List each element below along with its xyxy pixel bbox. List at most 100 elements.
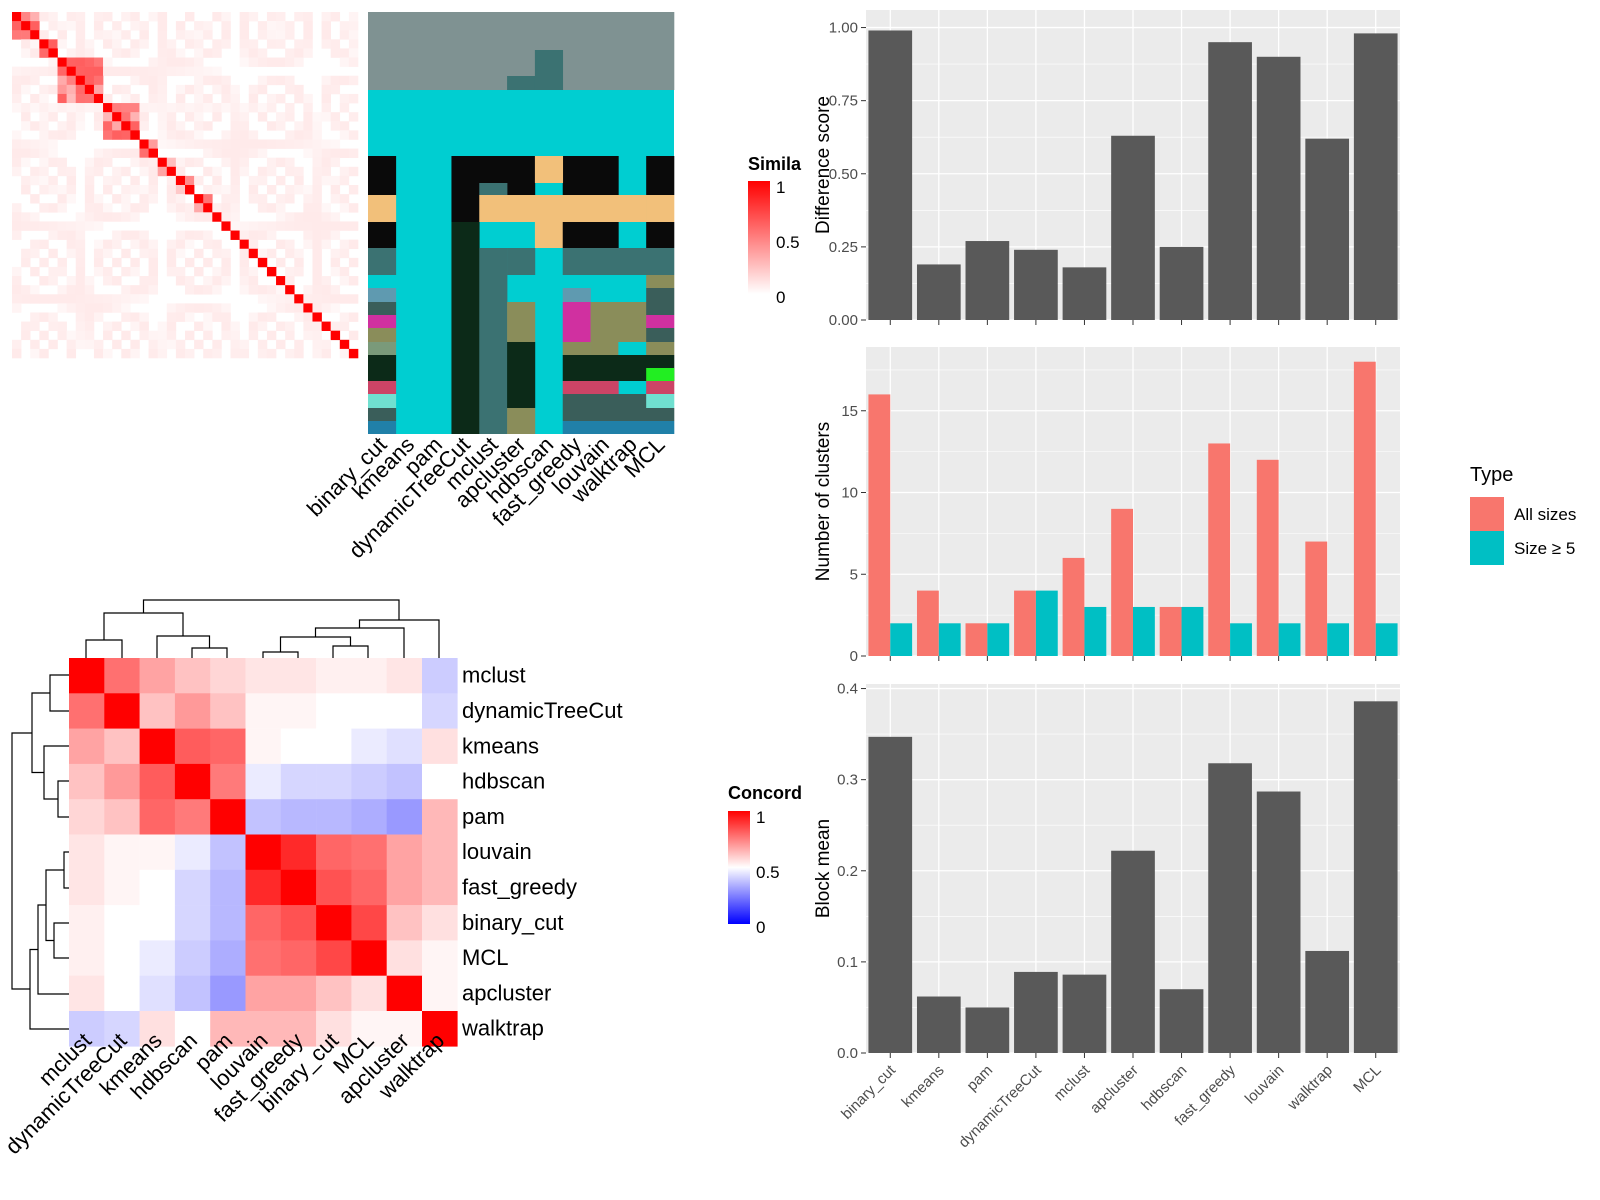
similarity-cell xyxy=(57,21,67,31)
bar-binary_cut xyxy=(868,30,913,320)
similarity-cell xyxy=(294,139,304,149)
concordance-cell xyxy=(210,658,246,694)
y-tick-label: 5 xyxy=(850,566,858,583)
similarity-cell xyxy=(321,203,331,213)
similarity-cell xyxy=(48,57,58,67)
concordance-cell xyxy=(139,799,176,835)
similarity-cell xyxy=(194,303,204,313)
concordance-cell xyxy=(174,728,211,765)
similarity-cell xyxy=(93,312,104,322)
similarity-cell xyxy=(48,103,58,113)
similarity-cell xyxy=(194,21,204,31)
similarity-cell xyxy=(212,285,222,295)
assignment-cell xyxy=(646,315,675,328)
concordance-cell xyxy=(245,1011,282,1047)
bar-hdbscan xyxy=(1159,989,1204,1053)
bar-louvain xyxy=(1256,791,1301,1053)
similarity-cell xyxy=(185,312,195,322)
similarity-cell xyxy=(303,294,313,304)
similarity-cell xyxy=(130,175,140,186)
similarity-cell xyxy=(157,57,168,67)
concordance-cell xyxy=(422,693,458,729)
similarity-cell xyxy=(103,66,113,77)
similarity-cell xyxy=(103,276,113,286)
similarity-cell xyxy=(294,266,304,277)
similarity-cell xyxy=(12,303,22,313)
similarity-cell xyxy=(166,48,177,58)
similarity-cell xyxy=(212,103,222,113)
similarity-cell xyxy=(194,266,204,277)
dendrogram-branch xyxy=(279,636,352,652)
similarity-cell xyxy=(121,112,131,122)
bar-dynamicTreeCut-all-sizes xyxy=(1014,590,1036,656)
assignment-cell xyxy=(368,394,397,408)
similarity-cell xyxy=(12,21,22,31)
similarity-cell xyxy=(103,348,113,359)
similarity-cell xyxy=(103,12,113,22)
concordance-cell xyxy=(174,834,211,871)
similarity-cell xyxy=(103,248,113,259)
block-mean-panel: 0.0 0.1 0.2 0.3 0.4 binary_cut kmeans pamdynami… xyxy=(813,681,1400,1151)
similarity-cell xyxy=(30,212,40,222)
bar-binary_cut xyxy=(868,736,913,1053)
similarity-cell xyxy=(21,285,31,295)
type-legend: Type All sizes Size ≥ 5 xyxy=(1470,464,1576,565)
concordance-cell xyxy=(316,834,352,871)
similarity-cell xyxy=(139,139,149,149)
similarity-cell xyxy=(166,330,177,341)
concordance-cell xyxy=(210,763,246,800)
similarity-cell xyxy=(221,212,231,222)
similarity-cell xyxy=(194,57,204,67)
similarity-cell xyxy=(303,212,313,222)
similarity-cell xyxy=(39,139,49,149)
concordance-cell xyxy=(245,763,282,800)
similarity-cell xyxy=(257,312,268,322)
similarity-cell xyxy=(321,157,331,168)
similarity-cell xyxy=(257,221,268,231)
similarity-cell xyxy=(21,75,31,86)
similarity-cell xyxy=(239,48,250,58)
assignment-cell xyxy=(646,394,675,408)
concordance-cell xyxy=(386,869,423,906)
similarity-cell xyxy=(348,239,359,250)
similarity-cell xyxy=(148,139,158,149)
similarity-cell xyxy=(57,39,67,49)
dendrogram-branch xyxy=(11,732,32,990)
similarity-cell xyxy=(248,130,259,140)
bar-mclust xyxy=(1062,974,1107,1053)
concordance-cell xyxy=(316,905,352,941)
similarity-cell xyxy=(285,294,295,304)
similarity-cell xyxy=(185,130,195,140)
concordance-cell xyxy=(104,834,140,871)
similarity-cell xyxy=(12,93,22,104)
similarity-cell xyxy=(339,175,350,186)
similarity-cell xyxy=(348,166,359,177)
similarity-cell xyxy=(93,257,104,268)
similarity-cell xyxy=(212,248,222,259)
similarity-cell xyxy=(276,303,286,313)
similarity-cell xyxy=(112,30,122,40)
concordance-cell xyxy=(280,799,317,835)
similarity-cell xyxy=(321,339,331,350)
similarity-cell xyxy=(157,30,168,40)
similarity-cell xyxy=(221,39,231,49)
similarity-cell xyxy=(321,166,331,177)
similarity-cell xyxy=(248,175,259,186)
similarity-cell xyxy=(103,30,113,40)
concordance-cell xyxy=(174,940,211,976)
similarity-cell xyxy=(330,321,341,331)
similarity-cell xyxy=(203,30,213,40)
similarity-cell xyxy=(139,285,149,295)
similarity-cell xyxy=(276,139,286,149)
similarity-cell xyxy=(339,321,350,331)
similarity-cell xyxy=(75,75,86,86)
concordance-cell xyxy=(245,834,282,871)
similarity-cell xyxy=(294,93,304,104)
similarity-cell xyxy=(230,330,240,341)
bar-louvain-size-5 xyxy=(1278,623,1301,656)
similarity-cell xyxy=(21,12,31,22)
similarity-cell xyxy=(21,185,31,195)
similarity-cell xyxy=(348,75,359,86)
similarity-cell xyxy=(93,212,104,222)
similarity-cell xyxy=(75,266,86,277)
